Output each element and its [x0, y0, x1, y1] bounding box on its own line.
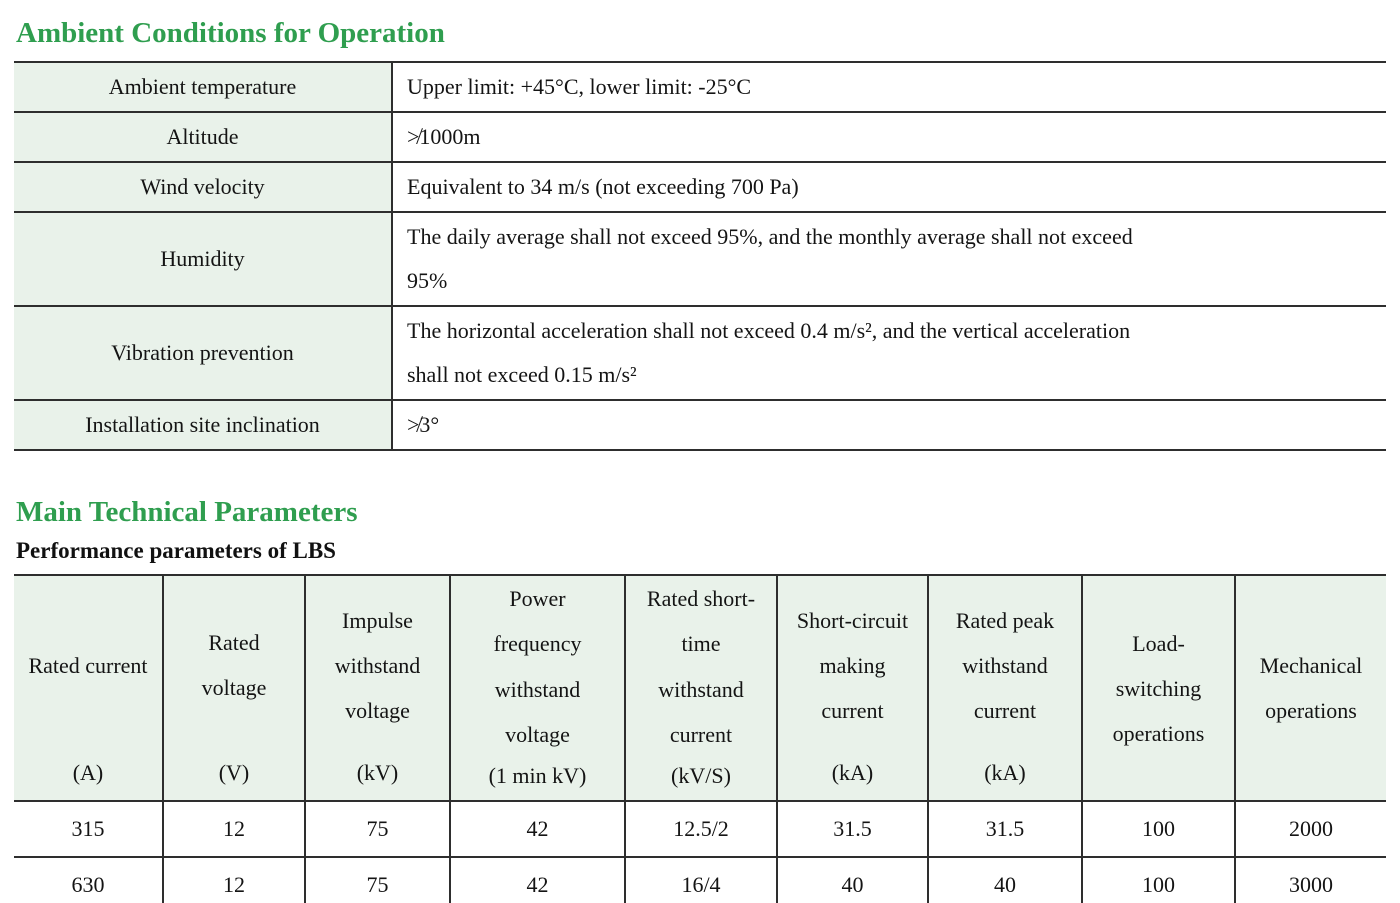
param-header-cell: Impulse withstand voltage (kV)	[304, 574, 450, 802]
param-header-cell: Load-switching operations	[1081, 574, 1235, 802]
param-header-name: Short-circuit making current	[796, 607, 909, 723]
param-header-unit: (1 min kV)	[488, 762, 587, 788]
table-row: Installation site inclination ≯3°	[14, 398, 1386, 450]
ambient-conditions-table: Ambient temperature Upper limit: +45°C, …	[14, 60, 1386, 451]
param-header-name: Power frequency withstand voltage	[493, 586, 582, 747]
param-header-unit: (kA)	[984, 759, 1026, 785]
param-value-cell: 75	[304, 856, 450, 903]
param-header-name: Mechanical operations	[1259, 653, 1363, 724]
data-row: 630 12 75 42 16/4 40 40 100 3000	[14, 856, 1386, 903]
param-value-cell: 16/4	[624, 856, 777, 903]
param-header-cell: Rated peak withstand current (kA)	[927, 574, 1082, 802]
param-value-cell: 75	[304, 800, 450, 858]
param-value-cell: 42	[449, 856, 625, 903]
row-label-cell: Humidity	[14, 210, 393, 306]
param-value-cell: 12	[162, 856, 305, 903]
header-row: Rated current (A) Rated voltage (V) Impuls…	[14, 574, 1386, 802]
param-header-unit: (A)	[72, 759, 104, 785]
param-header-cell: Short-circuit making current (kA)	[776, 574, 928, 802]
table-row: Ambient temperature Upper limit: +45°C, …	[14, 60, 1386, 112]
row-value-cell: Upper limit: +45°C, lower limit: -25°C	[392, 60, 1386, 112]
param-value-cell: 42	[449, 800, 625, 858]
param-header-unit: (kV)	[356, 759, 399, 785]
row-value-cell: The horizontal acceleration shall not ex…	[392, 304, 1386, 400]
param-value-cell: 40	[776, 856, 928, 903]
section-title-ambient-conditions: Ambient Conditions for Operation	[16, 17, 445, 49]
param-value-cell: 40	[927, 856, 1082, 903]
param-header-name: Rated current	[28, 652, 148, 678]
param-value-cell: 31.5	[776, 800, 928, 858]
param-value-cell: 12.5/2	[624, 800, 777, 858]
param-header-name: Rated short-time withstand current	[646, 586, 756, 747]
param-value-cell: 100	[1081, 856, 1235, 903]
param-value-cell: 100	[1081, 800, 1235, 858]
param-value-cell: 12	[162, 800, 305, 858]
param-value-cell: 31.5	[927, 800, 1082, 858]
param-header-name: Rated voltage	[201, 630, 267, 701]
param-header-cell: Rated current (A)	[14, 574, 163, 802]
table-subtitle-lbs: Performance parameters of LBS	[16, 537, 336, 563]
row-label-cell: Altitude	[14, 110, 393, 162]
table-row: Humidity The daily average shall not exc…	[14, 210, 1386, 306]
row-value-cell: Equivalent to 34 m/s (not exceeding 700 …	[392, 160, 1386, 212]
param-header-unit: (kV/S)	[671, 762, 731, 788]
param-value-cell: 315	[14, 800, 163, 858]
param-header-cell: Rated voltage (V)	[162, 574, 305, 802]
row-value-cell: The daily average shall not exceed 95%, …	[392, 210, 1386, 306]
param-value-cell: 2000	[1234, 800, 1386, 858]
param-header-unit: (V)	[218, 759, 250, 785]
param-header-name: Load-switching operations	[1112, 630, 1205, 746]
param-header-name: Rated peak withstand current	[955, 607, 1055, 723]
row-value-cell: ≯1000m	[392, 110, 1386, 162]
section-title-main-technical-parameters: Main Technical Parameters	[16, 495, 358, 528]
data-row: 315 12 75 42 12.5/2 31.5 31.5 100 2000	[14, 800, 1386, 858]
row-value-cell: ≯3°	[392, 398, 1386, 450]
param-header-name: Impulse withstand voltage	[334, 607, 421, 723]
param-header-unit: (kA)	[831, 759, 874, 785]
row-label-cell: Vibration prevention	[14, 304, 393, 400]
row-label-cell: Wind velocity	[14, 160, 393, 212]
param-header-cell: Mechanical operations	[1234, 574, 1386, 802]
row-label-cell: Ambient temperature	[14, 60, 393, 112]
table-row: Vibration prevention The horizontal acce…	[14, 304, 1386, 400]
table-row: Wind velocity Equivalent to 34 m/s (not …	[14, 160, 1386, 212]
table-row: Altitude ≯1000m	[14, 110, 1386, 162]
performance-parameters-table: Rated current (A) Rated voltage (V) Impuls…	[14, 574, 1386, 903]
param-value-cell: 630	[14, 856, 163, 903]
row-label-cell: Installation site inclination	[14, 398, 393, 450]
param-header-cell: Rated short-time withstand current (kV/S)	[624, 574, 777, 802]
param-value-cell: 3000	[1234, 856, 1386, 903]
param-header-cell: Power frequency withstand voltage (1 min …	[449, 574, 625, 802]
